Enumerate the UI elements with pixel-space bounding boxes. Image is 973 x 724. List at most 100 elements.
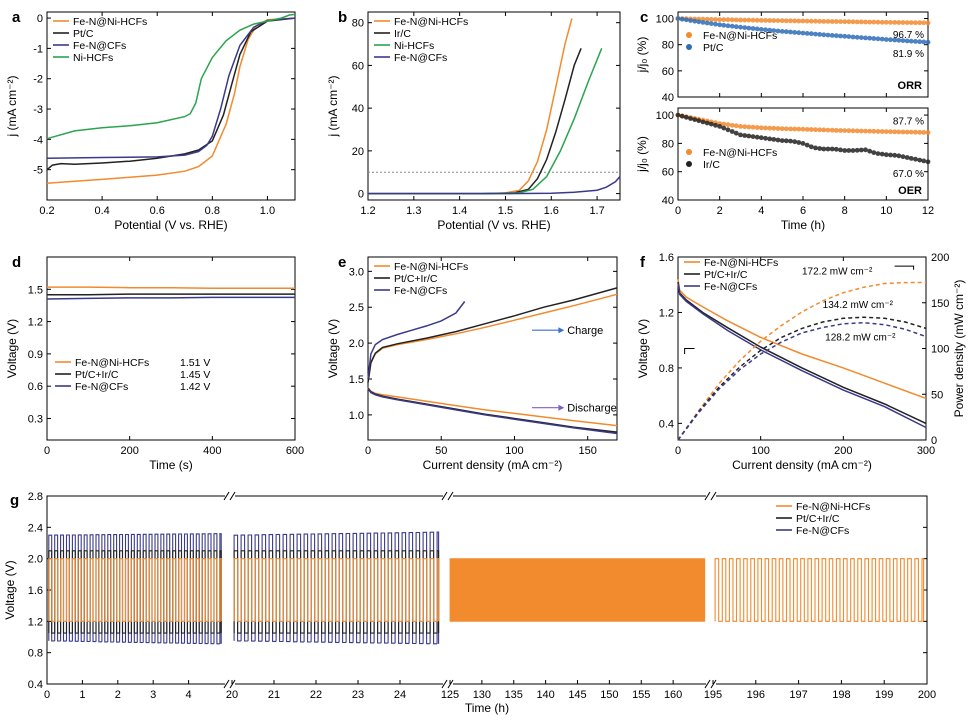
data-point-Fe-N@Ni-HCFs [900, 20, 906, 25]
legend-label: Pt/C [73, 28, 94, 40]
x-axis-label: Time (h) [465, 701, 509, 715]
annotation-81-9: 81.9 % [893, 49, 924, 60]
y-axis-label: Voltage (V) [5, 319, 19, 378]
series-line-Pt/C+Ir/C (power) [677, 316, 927, 441]
y-tick-label: 1.2 [28, 317, 43, 329]
data-point-Pt/C [863, 35, 868, 41]
y-tick-label: 0.8 [659, 363, 674, 375]
data-point-Fe-N@Ni-HCFs [842, 128, 848, 134]
legend-value: 1.42 V [180, 381, 210, 393]
data-point-Ir/C [925, 159, 931, 165]
data-point-Fe-N@Ni-HCFs [779, 18, 785, 24]
x-axis-label: Current density (mA cm⁻²) [423, 458, 563, 472]
data-point-Fe-N@Ni-HCFs [733, 17, 739, 23]
data-point-Pt/C [792, 30, 798, 35]
data-point-Pt/C [763, 27, 768, 33]
data-point-Fe-N@Ni-HCFs [900, 129, 906, 135]
data-point-Fe-N@Ni-HCFs [817, 18, 823, 24]
x-tick-label: 155 [632, 689, 650, 701]
data-point-Fe-N@Ni-HCFs [792, 18, 798, 24]
annotation-discharge: Discharge [567, 403, 617, 415]
data-point-Fe-N@Ni-HCFs [758, 125, 764, 131]
data-point-Fe-N@Ni-HCFs [833, 19, 839, 24]
data-point-Fe-N@Ni-HCFs [913, 129, 918, 135]
data-point-Ir/C [729, 129, 735, 134]
series-line-Ni-HCFs [46, 13, 296, 140]
data-point-Pt/C [838, 33, 843, 39]
data-point-Fe-N@Ni-HCFs [888, 129, 893, 135]
annotation-87-7: 87.7 % [893, 116, 924, 127]
data-point-Pt/C [879, 36, 885, 42]
data-point-Ir/C [700, 119, 706, 125]
axis-break-mask [225, 680, 235, 688]
x-tick-label: 200 [918, 689, 936, 701]
legend-label: Pt/C [703, 42, 724, 54]
data-point-Pt/C [833, 33, 839, 39]
data-point-Fe-N@Ni-HCFs [858, 19, 864, 25]
data-point-Pt/C [858, 35, 864, 40]
data-point-Pt/C [871, 36, 877, 41]
data-point-Ir/C [783, 138, 789, 144]
data-point-Fe-N@Ni-HCFs [875, 19, 881, 25]
data-point-Fe-N@Ni-HCFs [842, 19, 848, 25]
data-point-Fe-N@Ni-HCFs [800, 18, 806, 24]
data-point-Ir/C [692, 117, 698, 122]
data-point-Fe-N@Ni-HCFs [867, 19, 873, 25]
y-tick-label: 40 [662, 92, 674, 104]
data-point-Fe-N@Ni-HCFs [763, 125, 768, 131]
data-point-Pt/C [904, 38, 910, 44]
data-point-Fe-N@Ni-HCFs [925, 20, 931, 26]
y-tick-label: 80 [662, 138, 674, 150]
data-point-Fe-N@Ni-HCFs [896, 129, 902, 135]
x-tick-label: 130 [473, 689, 491, 701]
data-point-Pt/C [900, 38, 906, 43]
series-line-Pt/C [46, 17, 296, 171]
y-tick-label: 60 [662, 167, 674, 179]
data-point-Fe-N@Ni-HCFs [708, 17, 714, 22]
cycling-trace-Fe-N@Ni-HCFs [714, 558, 925, 622]
data-point-Fe-N@Ni-HCFs [729, 122, 735, 128]
data-point-Pt/C [842, 33, 848, 39]
x-tick-label: 1.2 [360, 205, 375, 217]
y-axis-label-right: Power density (mW cm⁻²) [952, 280, 966, 418]
axis-break-mask [443, 680, 453, 688]
x-tick-label: 2 [115, 689, 121, 701]
data-point-Ir/C [779, 138, 785, 144]
data-point-Fe-N@Ni-HCFs [783, 126, 789, 132]
panel-letter-c: c [640, 9, 648, 26]
x-tick-label: 1 [79, 689, 85, 701]
data-point-Fe-N@Ni-HCFs [729, 17, 735, 23]
series-line-Fe-N@CFs (power) [677, 321, 927, 441]
panel-letter-b: b [338, 9, 347, 26]
data-point-Fe-N@Ni-HCFs [725, 17, 731, 23]
data-point-Ir/C [825, 146, 831, 152]
data-point-Ir/C [792, 139, 798, 145]
axis-break-mask [225, 492, 235, 500]
data-point-Fe-N@Ni-HCFs [758, 18, 764, 23]
data-point-Pt/C [717, 22, 723, 28]
data-point-Ir/C [850, 148, 856, 153]
plot-frame [367, 11, 621, 201]
y-tick-label-right: 150 [931, 298, 949, 310]
data-point-Fe-N@Ni-HCFs [879, 129, 885, 134]
data-point-Fe-N@Ni-HCFs [771, 18, 777, 23]
data-point-Ir/C [679, 113, 685, 119]
x-tick-label: 150 [600, 689, 618, 701]
x-tick-label: 2 [717, 205, 723, 217]
data-point-Fe-N@Ni-HCFs [871, 19, 877, 25]
right-axis-indicator [894, 265, 915, 270]
data-point-Ir/C [742, 133, 748, 138]
x-tick-label: 0 [675, 205, 681, 217]
data-point-Ir/C [675, 112, 681, 118]
x-tick-label: 1.5 [498, 205, 513, 217]
y-tick-label: 2.0 [349, 338, 364, 350]
data-point-Fe-N@Ni-HCFs [725, 122, 731, 128]
data-point-Fe-N@Ni-HCFs [746, 124, 752, 130]
series-line-Pt/C+Ir/C (voltage) [677, 281, 927, 425]
x-tick-label: 0 [365, 445, 371, 457]
data-point-Ir/C [838, 147, 843, 153]
data-point-Pt/C [917, 39, 923, 45]
data-point-Pt/C [767, 27, 773, 33]
data-point-Ir/C [908, 156, 914, 161]
